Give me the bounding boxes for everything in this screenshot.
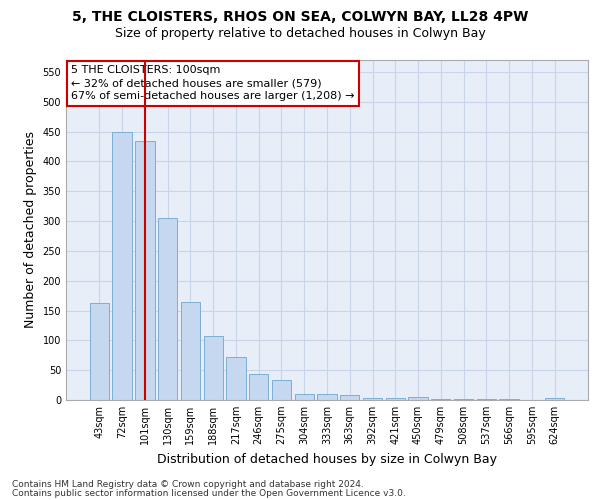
Bar: [363, 398, 382, 400]
Bar: [545, 398, 564, 400]
Bar: [340, 395, 359, 400]
X-axis label: Distribution of detached houses by size in Colwyn Bay: Distribution of detached houses by size …: [157, 452, 497, 466]
Bar: [90, 303, 109, 400]
Text: Contains HM Land Registry data © Crown copyright and database right 2024.: Contains HM Land Registry data © Crown c…: [12, 480, 364, 489]
Bar: [203, 336, 223, 400]
Bar: [226, 357, 245, 400]
Bar: [112, 132, 132, 400]
Text: 5 THE CLOISTERS: 100sqm
← 32% of detached houses are smaller (579)
67% of semi-d: 5 THE CLOISTERS: 100sqm ← 32% of detache…: [71, 65, 355, 102]
Bar: [181, 302, 200, 400]
Bar: [249, 374, 268, 400]
Y-axis label: Number of detached properties: Number of detached properties: [24, 132, 37, 328]
Bar: [386, 398, 405, 400]
Bar: [135, 140, 155, 400]
Text: Contains public sector information licensed under the Open Government Licence v3: Contains public sector information licen…: [12, 488, 406, 498]
Bar: [158, 218, 178, 400]
Bar: [317, 394, 337, 400]
Bar: [272, 380, 291, 400]
Text: Size of property relative to detached houses in Colwyn Bay: Size of property relative to detached ho…: [115, 28, 485, 40]
Text: 5, THE CLOISTERS, RHOS ON SEA, COLWYN BAY, LL28 4PW: 5, THE CLOISTERS, RHOS ON SEA, COLWYN BA…: [72, 10, 528, 24]
Bar: [409, 397, 428, 400]
Bar: [295, 394, 314, 400]
